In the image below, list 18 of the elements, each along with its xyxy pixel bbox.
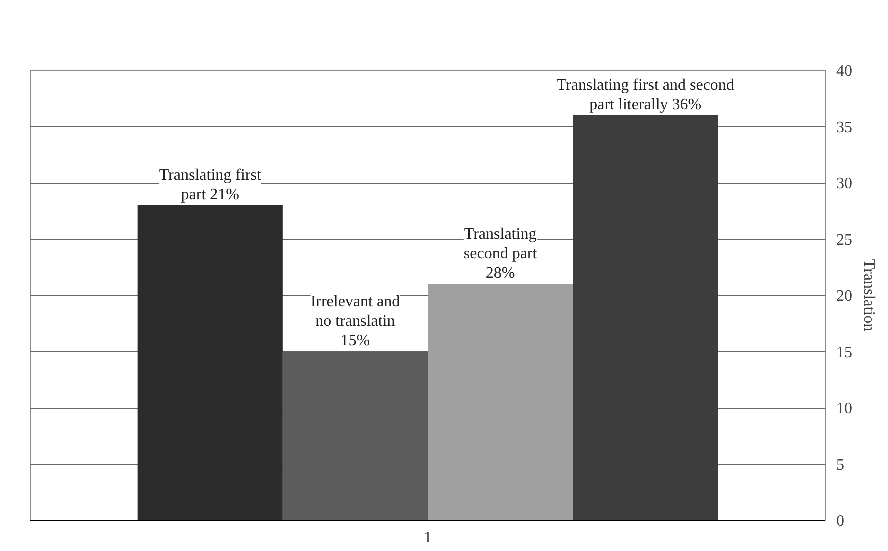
data-label: Translating first part 21% <box>159 166 262 204</box>
bar <box>428 284 574 520</box>
x-tick-label: 1 <box>424 530 432 546</box>
y-tick-label: 40 <box>836 63 852 80</box>
y-tick-label: 30 <box>836 176 852 192</box>
y-tick-label: 10 <box>836 400 852 418</box>
y-tick-label: 5 <box>836 456 844 474</box>
data-label: Irrelevant and no translatin 15% <box>310 294 400 350</box>
data-label: Translating first and second part literally 36% <box>556 76 734 114</box>
y-axis-title: Translation <box>860 259 878 332</box>
bar <box>573 116 718 520</box>
y-tick-label: 20 <box>836 288 852 305</box>
y-tick-label: 0 <box>836 513 844 530</box>
y-tick-label: 35 <box>836 119 852 136</box>
y-tick-label: 15 <box>836 344 852 362</box>
bar <box>138 206 283 520</box>
y-tick-label: 25 <box>836 232 852 249</box>
data-label: Translating second part 28% <box>464 226 538 282</box>
